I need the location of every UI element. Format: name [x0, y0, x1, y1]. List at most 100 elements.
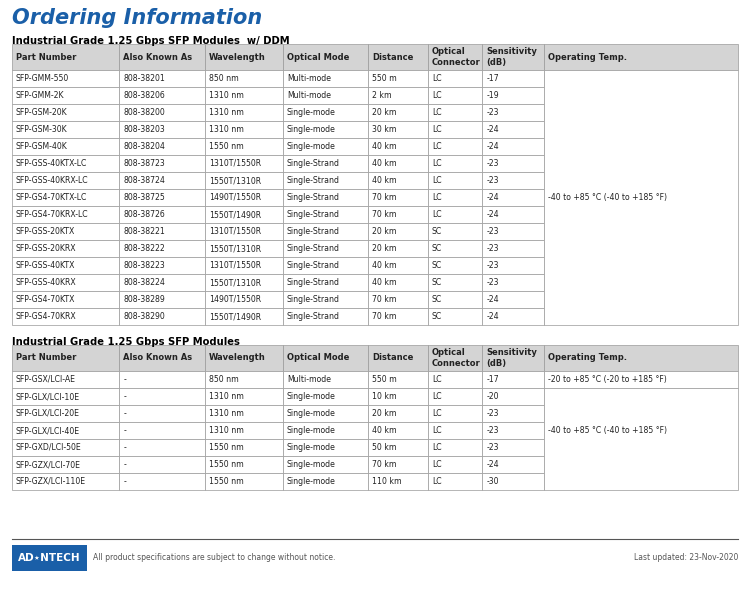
Text: -24: -24 [487, 460, 499, 469]
Text: 110 km: 110 km [373, 477, 402, 486]
Text: LC: LC [432, 108, 442, 117]
Bar [119, 44, 205, 70]
Bar [428, 44, 482, 70]
Bar [283, 345, 368, 371]
Text: SC: SC [432, 261, 442, 270]
Bar [482, 473, 544, 490]
Text: SFP-GLX/LCI-20E: SFP-GLX/LCI-20E [16, 409, 80, 418]
Bar [205, 172, 283, 189]
Bar [482, 138, 544, 155]
Bar [119, 172, 205, 189]
Text: -: - [124, 392, 126, 401]
Text: -24: -24 [487, 193, 499, 202]
Bar [368, 189, 428, 206]
Text: -23: -23 [487, 227, 499, 236]
Bar [368, 422, 428, 439]
Text: -: - [124, 460, 126, 469]
Bar [368, 172, 428, 189]
Text: Single-mode: Single-mode [286, 392, 336, 401]
Bar [482, 388, 544, 405]
Bar [368, 456, 428, 473]
Text: -23: -23 [487, 261, 499, 270]
Bar [283, 308, 368, 325]
Text: -20 to +85 °C (-20 to +185 °F): -20 to +85 °C (-20 to +185 °F) [548, 375, 667, 384]
Text: 808-38224: 808-38224 [124, 278, 165, 287]
Text: -24: -24 [487, 142, 499, 151]
Bar [205, 274, 283, 291]
Text: LC: LC [432, 392, 442, 401]
Text: 808-38289: 808-38289 [124, 295, 165, 304]
Text: 20 km: 20 km [373, 244, 397, 253]
Text: -17: -17 [487, 375, 499, 384]
Bar [368, 388, 428, 405]
Text: All product specifications are subject to change without notice.: All product specifications are subject t… [93, 554, 335, 563]
Text: -23: -23 [487, 159, 499, 168]
Text: 1310 nm: 1310 nm [209, 426, 244, 435]
Text: SFP-GSM-20K: SFP-GSM-20K [16, 108, 68, 117]
Bar [283, 155, 368, 172]
Text: Industrial Grade 1.25 Gbps SFP Modules  w/ DDM: Industrial Grade 1.25 Gbps SFP Modules w… [12, 36, 290, 46]
Bar [283, 371, 368, 388]
Text: Multi-mode: Multi-mode [286, 375, 331, 384]
Text: Optical Mode: Optical Mode [286, 53, 350, 61]
Text: Single-mode: Single-mode [286, 460, 336, 469]
Bar [283, 104, 368, 121]
Bar [544, 371, 738, 388]
Text: 1310T/1550R: 1310T/1550R [209, 227, 261, 236]
Text: SFP-GSS-20KTX: SFP-GSS-20KTX [16, 227, 75, 236]
Bar [368, 345, 428, 371]
Text: LC: LC [432, 193, 442, 202]
Bar [482, 405, 544, 422]
Text: 1310T/1550R: 1310T/1550R [209, 159, 261, 168]
Text: Single-mode: Single-mode [286, 108, 336, 117]
Text: 70 km: 70 km [373, 295, 397, 304]
Text: Single-Strand: Single-Strand [286, 176, 340, 185]
Bar [368, 104, 428, 121]
Bar [428, 223, 482, 240]
Text: LC: LC [432, 375, 442, 384]
Text: LC: LC [432, 477, 442, 486]
Text: Single-Strand: Single-Strand [286, 210, 340, 219]
Bar [544, 388, 738, 490]
Bar [428, 456, 482, 473]
Bar [428, 87, 482, 104]
Text: Single-Strand: Single-Strand [286, 261, 340, 270]
Bar [205, 104, 283, 121]
Bar [368, 274, 428, 291]
Bar [12, 473, 119, 490]
Bar [428, 371, 482, 388]
Bar [12, 371, 119, 388]
Text: Ordering Information: Ordering Information [12, 8, 262, 28]
Text: -23: -23 [487, 409, 499, 418]
Bar [119, 345, 205, 371]
Text: SFP-GZX/LCI-70E: SFP-GZX/LCI-70E [16, 460, 81, 469]
Text: 808-38206: 808-38206 [124, 91, 165, 100]
Text: Single-Strand: Single-Strand [286, 159, 340, 168]
Bar [482, 422, 544, 439]
Text: 1550T/1310R: 1550T/1310R [209, 176, 261, 185]
Text: -24: -24 [487, 125, 499, 134]
Text: 1310 nm: 1310 nm [209, 108, 244, 117]
Text: Single-Strand: Single-Strand [286, 278, 340, 287]
Text: Single-Strand: Single-Strand [286, 244, 340, 253]
Text: -: - [124, 409, 126, 418]
Bar [283, 172, 368, 189]
Text: SFP-GLX/LCI-10E: SFP-GLX/LCI-10E [16, 392, 80, 401]
Text: SFP-GSS-40KTX: SFP-GSS-40KTX [16, 261, 75, 270]
Bar [428, 104, 482, 121]
Bar [119, 291, 205, 308]
Text: -: - [124, 443, 126, 452]
Bar [119, 257, 205, 274]
Bar [368, 291, 428, 308]
Bar [12, 138, 119, 155]
Bar [205, 388, 283, 405]
Text: 808-38200: 808-38200 [124, 108, 165, 117]
Text: 1550 nm: 1550 nm [209, 460, 244, 469]
Bar [482, 291, 544, 308]
Bar [283, 70, 368, 87]
Bar [482, 257, 544, 274]
Bar [283, 87, 368, 104]
Bar [482, 87, 544, 104]
Bar [205, 121, 283, 138]
Bar [428, 473, 482, 490]
